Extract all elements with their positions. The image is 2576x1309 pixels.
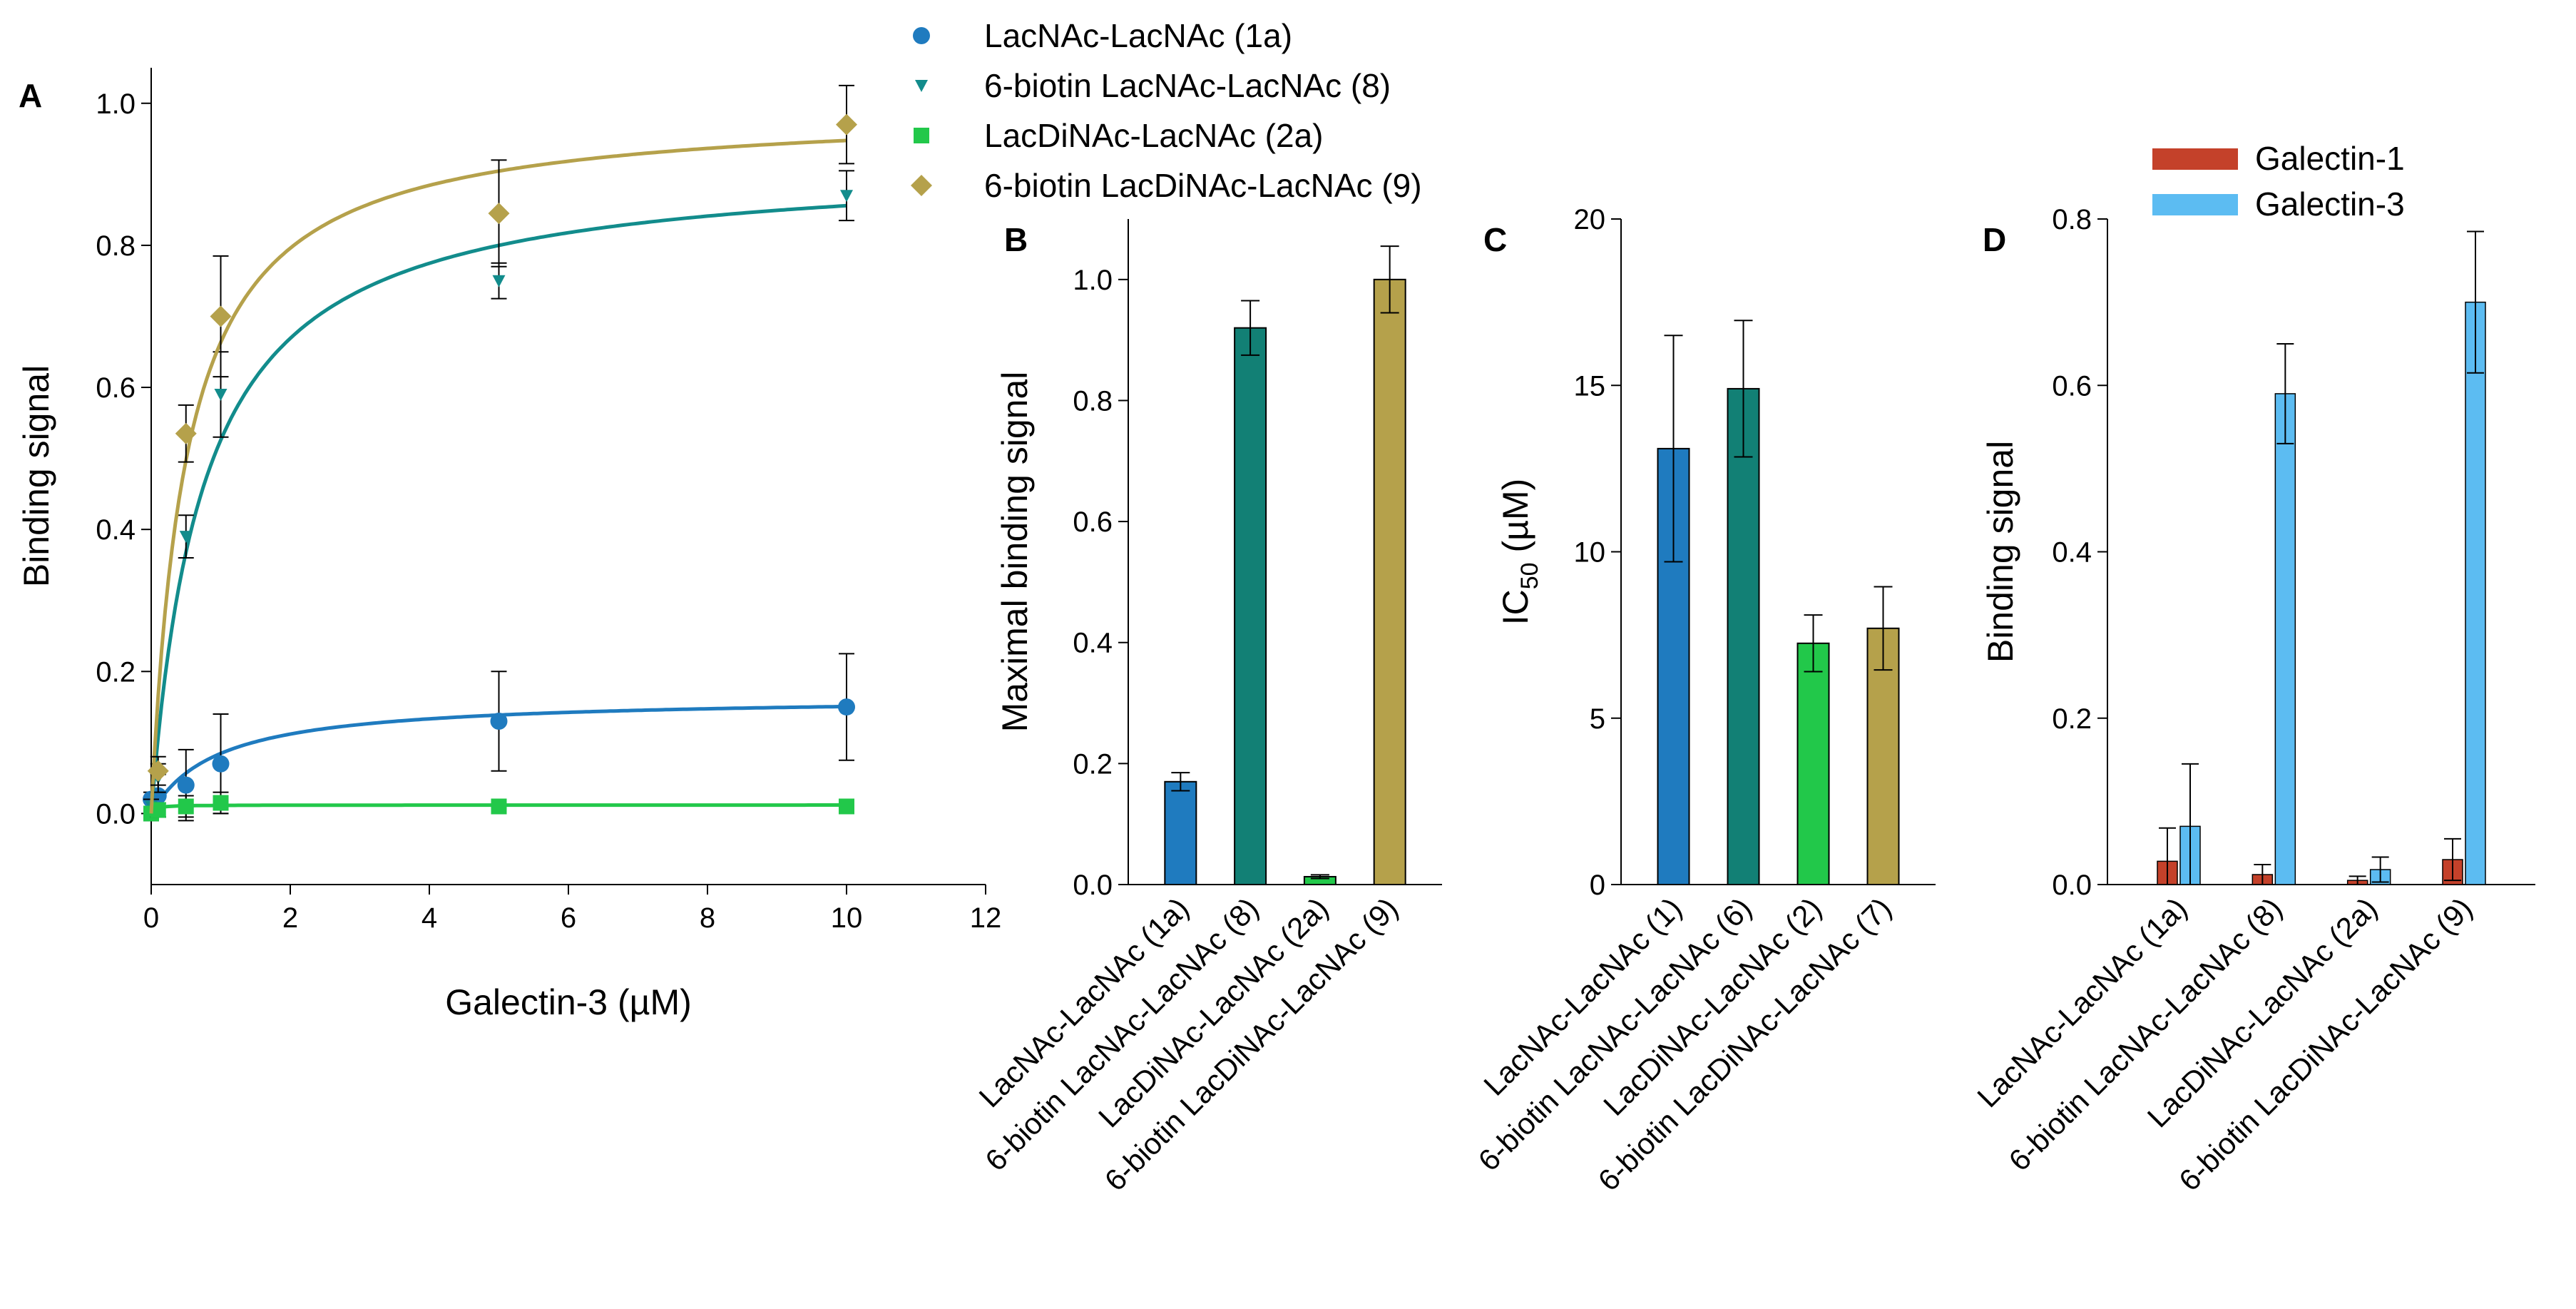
bar: [1796, 642, 1830, 885]
y-axis-title: Binding signal: [1980, 441, 2020, 663]
y-tick-label: 1.0: [1073, 265, 1113, 296]
data-point: [836, 113, 857, 136]
x-category-label: 6-biotin LacNAc-LacNAc (8): [978, 891, 1264, 1177]
y-tick-label: 0.2: [1073, 748, 1113, 780]
y-tick-label: 20: [1574, 204, 1606, 235]
data-point: [492, 275, 506, 287]
bar: [1234, 327, 1267, 885]
legend-label: LacDiNAc-LacNAc (2a): [984, 117, 1323, 154]
data-point: [178, 798, 194, 815]
y-tick-label: 0.8: [96, 230, 136, 262]
y-tick-label: 0.0: [1073, 870, 1113, 901]
data-point: [177, 776, 195, 794]
x-tick-label: 0: [143, 902, 159, 934]
data-point: [838, 698, 855, 716]
panel-letter-c: C: [1483, 221, 1507, 258]
x-category-label: 6-biotin LacNAc-LacNAc (6): [1472, 891, 1758, 1177]
data-point: [175, 422, 197, 444]
panel-a-scatter: 0 2 4 6 8 10 12 0.0 0.2 0.4 0.6 0.8 1.0 Galectin-3 (µ…: [16, 68, 1001, 1022]
x-tick-label: 10: [831, 902, 863, 934]
legend-marker: [913, 27, 930, 44]
legend-label: 6-biotin LacDiNAc-LacNAc (9): [984, 167, 1422, 204]
x-axis-title: Galectin-3 (µM): [445, 982, 692, 1022]
legend-marker: [915, 80, 928, 92]
data-point: [839, 798, 854, 815]
legend-marker: [914, 128, 929, 143]
legend-label: Galectin-1: [2255, 140, 2405, 177]
bar: [1866, 627, 1900, 885]
y-tick-label: 0.4: [2052, 537, 2092, 569]
y-tick-label: 0.8: [2052, 204, 2092, 235]
data-point: [491, 798, 507, 815]
x-tick-label: 2: [282, 902, 298, 934]
x-tick-label: 6: [561, 902, 576, 934]
data-point: [840, 190, 853, 203]
legend-label: LacNAc-LacNAc (1a): [984, 17, 1292, 54]
y-tick-label: 0.2: [96, 656, 136, 688]
data-point: [210, 305, 232, 327]
bar: [2465, 301, 2486, 885]
legend-label: Galectin-3: [2255, 185, 2405, 223]
data-point: [490, 713, 508, 730]
legend-swatch: [2152, 194, 2238, 215]
y-tick-label: 0.8: [1073, 385, 1113, 417]
y-tick-label: 10: [1574, 537, 1606, 569]
panel-letter-a: A: [19, 77, 42, 114]
legend-label: 6-biotin LacNAc-LacNAc (8): [984, 67, 1391, 104]
data-point: [488, 203, 510, 225]
y-tick-label: 1.0: [96, 88, 136, 120]
y-tick-label: 0.4: [1073, 628, 1113, 659]
bar: [1373, 278, 1406, 885]
y-axis-title-unit: (µM): [1496, 479, 1535, 563]
y-tick-label: 0: [1590, 870, 1605, 901]
legend-a: LacNAc-LacNAc (1a) 6-biotin LacNAc-LacNAc…: [911, 17, 1422, 204]
y-tick-label: 0.0: [2052, 870, 2092, 901]
y-axis-title: IC50 (µM): [1496, 479, 1543, 625]
y-tick-label: 5: [1590, 703, 1605, 735]
x-tick-label: 8: [700, 902, 715, 934]
data-point: [214, 389, 228, 401]
x-tick-label: 4: [421, 902, 437, 934]
bar: [1727, 387, 1760, 885]
y-tick-label: 0.2: [2052, 703, 2092, 735]
data-point: [213, 795, 229, 811]
bar: [2274, 393, 2296, 885]
legend-d: Galectin-1 Galectin-3: [2152, 140, 2405, 223]
panel-letter-d: D: [1983, 221, 2006, 258]
data-point: [212, 755, 230, 773]
y-axis-title: Binding signal: [16, 365, 56, 587]
y-tick-label: 0.6: [2052, 370, 2092, 402]
y-axis-title-subscript: 50: [1516, 562, 1543, 589]
panel-letter-b: B: [1004, 221, 1028, 258]
data-point: [179, 531, 193, 544]
y-tick-label: 15: [1574, 370, 1606, 402]
x-tick-label: 12: [970, 902, 1002, 934]
legend-marker: [911, 175, 932, 196]
y-axis-title: Maximal binding signal: [995, 372, 1035, 733]
data-point: [150, 802, 166, 818]
y-axis-title-main: IC: [1496, 589, 1535, 625]
y-tick-label: 0.6: [96, 372, 136, 404]
data-point: [147, 760, 169, 782]
bar: [1164, 780, 1197, 885]
y-tick-label: 0.0: [96, 798, 136, 830]
y-tick-label: 0.6: [1073, 506, 1113, 538]
legend-swatch: [2152, 148, 2238, 170]
y-tick-label: 0.4: [96, 514, 136, 546]
